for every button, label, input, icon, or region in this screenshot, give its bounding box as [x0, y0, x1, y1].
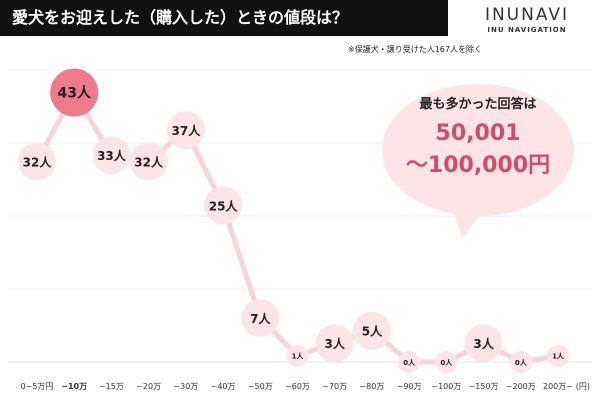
data-point-label: 5人 — [362, 324, 383, 339]
data-point-marker — [435, 351, 458, 373]
data-point-label: 3人 — [473, 336, 494, 351]
data-point-label: 43人 — [57, 85, 91, 102]
x-tick-label: ~70万 — [322, 382, 347, 391]
data-point-marker — [464, 324, 503, 363]
inunavi-logo: INUNAVI INU NAVIGATION — [462, 4, 592, 35]
data-point-label: 0人 — [515, 358, 528, 367]
x-tick-label: ~50万 — [248, 382, 273, 391]
x-tick-label: ~15万 — [99, 382, 124, 391]
data-point-marker — [352, 311, 391, 350]
data-point-label: 33人 — [97, 148, 127, 163]
data-point-label: 0人 — [403, 358, 416, 367]
x-tick-label: ~20万 — [136, 382, 161, 391]
data-point-label: 7人 — [250, 311, 271, 326]
callout-value-line1: 50,001 — [436, 121, 521, 146]
x-tick-label: ~60万 — [285, 382, 310, 391]
callout-heading: 最も多かった回答は — [419, 96, 536, 112]
data-point-marker — [286, 344, 309, 367]
data-point-label: 1人 — [552, 352, 565, 361]
data-point-marker — [509, 351, 532, 373]
data-point-marker — [241, 299, 280, 338]
callout-bubble: 最も多かった回答は 50,001 〜100,000円 — [382, 84, 574, 238]
data-point-marker — [315, 324, 354, 363]
x-axis-tick-labels: 0~5万円 ~10万 ~15万 ~20万 ~30万 ~40万 ~50万 ~60万 ~70万 ~80… — [21, 382, 590, 391]
x-tick-label: ~40万 — [211, 382, 236, 391]
x-tick-label: ~80万 — [359, 382, 384, 391]
callout-tail — [452, 206, 484, 238]
footnote: ※保護犬・譲り受けた人167人を除く — [348, 45, 482, 54]
data-point-marker — [166, 111, 205, 150]
data-point-marker — [547, 344, 569, 367]
x-tick-label: ~100万 — [431, 382, 461, 391]
x-tick-label: ~30万 — [173, 382, 198, 391]
x-tick-label: ~10万 — [61, 382, 87, 391]
data-point-marker — [398, 351, 421, 373]
data-point-marker — [204, 186, 243, 225]
callout-shape — [382, 84, 574, 216]
data-point-marker — [50, 68, 99, 117]
data-points: 32人 43人 33人 32人 37人 25人 7人 1人 3人 5人 0人 0人 3人 0人 1人 — [18, 68, 569, 373]
x-unit-label: (円) — [576, 382, 590, 391]
data-point-label: 3人 — [325, 336, 346, 351]
data-point-marker — [92, 136, 131, 175]
x-tick-label: ~200万 — [506, 382, 536, 391]
x-tick-label: ~90万 — [397, 382, 422, 391]
data-point-label: 37人 — [172, 123, 202, 138]
logo-main-text: INUNAVI — [484, 5, 570, 25]
data-point-label: 0人 — [440, 358, 453, 367]
chart-title: 愛犬をお迎えした（購入した）ときの値段は？ — [0, 0, 448, 36]
data-point-label: 32人 — [134, 154, 164, 169]
data-point-marker — [129, 142, 168, 181]
x-tick-label: 0~5万円 — [21, 382, 54, 391]
data-point-marker — [18, 142, 56, 181]
x-tick-label: ~150万 — [469, 382, 499, 391]
data-point-label: 32人 — [23, 154, 53, 169]
data-point-label: 1人 — [292, 352, 305, 361]
data-point-label: 25人 — [209, 198, 239, 213]
logo-sub-text: INU NAVIGATION — [487, 26, 567, 34]
callout-value-line2: 〜100,000円 — [406, 153, 550, 178]
x-tick-label: 200万~ — [543, 382, 573, 391]
